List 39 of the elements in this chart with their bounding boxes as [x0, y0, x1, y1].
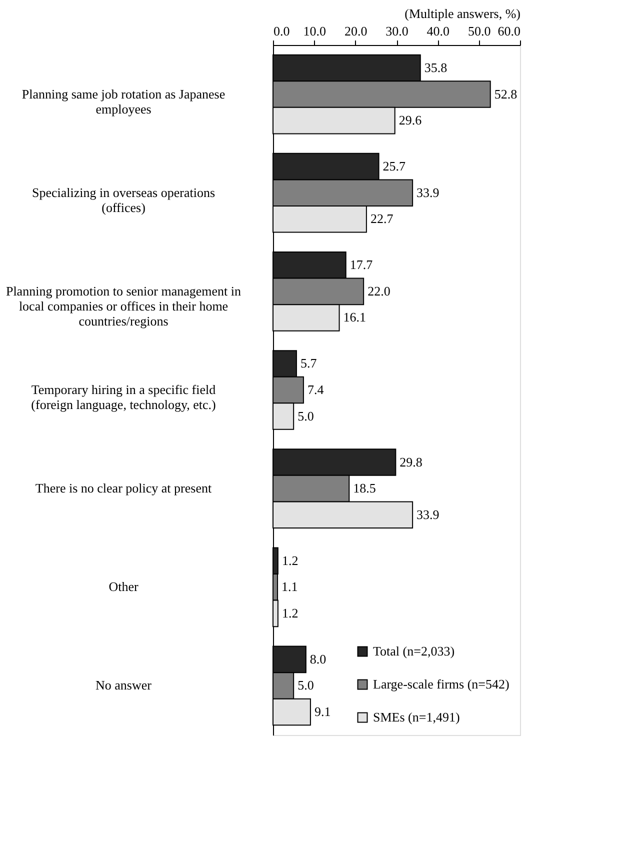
x-tick-label: 0.0: [274, 24, 290, 38]
data-label: 17.7: [350, 257, 374, 272]
x-tick-label: 20.0: [344, 24, 368, 38]
legend-label: Total (n=2,033): [373, 644, 455, 658]
text: (Multiple answers, %): [404, 6, 520, 21]
data-label: 5.0: [298, 678, 314, 693]
data-label: 35.8: [424, 60, 448, 75]
data-label: 8.0: [310, 651, 326, 666]
x-tick-label: 50.0: [468, 24, 491, 38]
data-label: 22.7: [370, 211, 394, 226]
y-tick-label: No answer: [96, 678, 152, 693]
x-tick-label: 10.0: [303, 24, 326, 38]
y-tick-label: Temporary hiring in a specific field (foreign language, technology, etc.): [31, 382, 216, 412]
data-label: 1.2: [282, 552, 298, 568]
x-tick-label: 30.0: [386, 24, 408, 38]
data-label: 1.1: [282, 579, 298, 594]
data-label: 1.2: [282, 605, 298, 620]
data-label: 25.7: [382, 158, 406, 174]
y-tick-label: Other: [108, 579, 139, 594]
legend-label: SMEs (n=1,491): [373, 710, 460, 724]
y-tick-label: Planning same job rotation as Japanese employees: [22, 86, 226, 116]
data-label: 29.6: [398, 112, 422, 128]
legend-label: Large-scale firms (n=542): [373, 676, 510, 692]
y-tick-label: Specializing in overseas operations (offices): [32, 184, 216, 215]
data-label: 7.4: [307, 382, 324, 397]
y-tick-label: Planning promotion to senior management in local companies or offices in their home countries/regions: [6, 283, 242, 328]
data-label: 5.7: [300, 356, 318, 371]
y-tick-label: There is no clear policy at present: [35, 480, 212, 496]
data-label: 18.5: [353, 480, 376, 496]
data-label: 22.0: [368, 283, 390, 298]
x-tick-label: 40.0: [426, 24, 450, 38]
data-label: 29.8: [400, 454, 422, 470]
data-label: 33.9: [416, 184, 440, 200]
data-label: 52.8: [494, 86, 518, 102]
data-label: 9.1: [314, 704, 331, 719]
data-label: 16.1: [343, 310, 366, 325]
x-tick-label: 60.0: [498, 24, 520, 38]
data-label: 33.9: [416, 506, 440, 522]
data-label: 5.0: [298, 408, 314, 424]
